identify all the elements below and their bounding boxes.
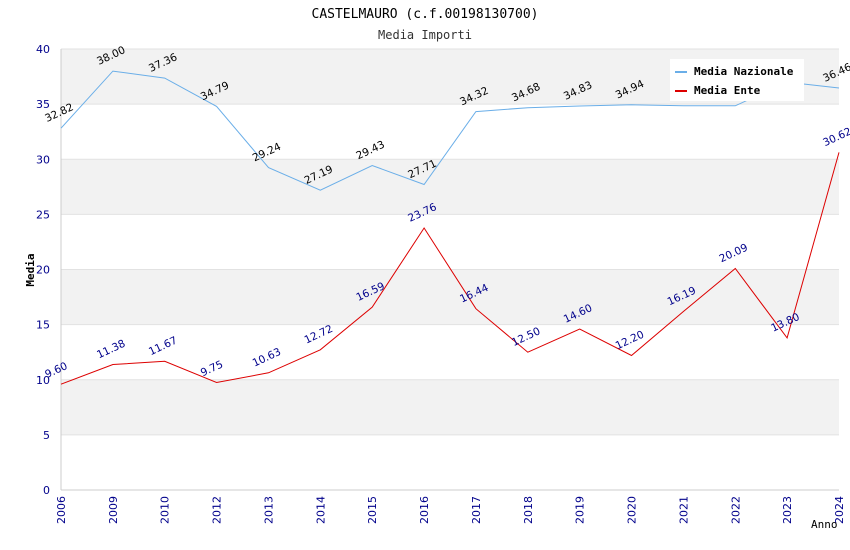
x-tick-label: 2022: [729, 496, 742, 524]
data-label: 10.63: [251, 346, 283, 370]
y-axis-label: Media: [24, 253, 37, 286]
data-label: 11.67: [147, 334, 179, 358]
grid-bands: [61, 49, 839, 435]
grid-band: [61, 269, 839, 325]
data-label: 12.20: [614, 329, 646, 353]
x-tick-label: 2010: [159, 496, 172, 524]
y-tick-label: 35: [36, 98, 50, 111]
x-tick-label: 2013: [262, 496, 275, 524]
data-label: 29.43: [354, 139, 386, 163]
legend: Media Nazionale Media Ente: [670, 59, 804, 101]
data-label: 30.62: [821, 126, 850, 150]
x-tick-label: 2020: [626, 496, 639, 524]
x-tick-label: 2018: [522, 496, 535, 524]
x-tick-label: 2024: [833, 496, 846, 524]
x-tick-label: 2023: [781, 496, 794, 524]
x-tick-label: 2017: [470, 496, 483, 524]
data-label: 20.09: [717, 242, 749, 266]
data-label: 11.38: [95, 338, 127, 362]
y-tick-label: 15: [36, 319, 50, 332]
legend-box: [670, 59, 804, 101]
y-tick-label: 25: [36, 208, 50, 221]
x-tick-label: 2014: [314, 496, 327, 524]
y-tick-label: 20: [36, 264, 50, 277]
chart-subtitle: Media Importi: [378, 28, 472, 42]
series-lines: [60, 70, 840, 385]
x-tick-labels: 2006 2009 2010 2012 2013 2014 2015 2016 2017 2018…: [55, 496, 846, 524]
data-label: 12.72: [303, 323, 335, 347]
x-tick-label: 2012: [211, 496, 224, 524]
x-axis-label: Anno: [811, 518, 838, 531]
grid-band: [61, 159, 839, 215]
y-tick-label: 10: [36, 374, 50, 387]
x-tick-label: 2009: [107, 496, 120, 524]
x-tick-label: 2019: [574, 496, 587, 524]
data-label: 9.75: [199, 358, 225, 379]
series-line-0: [60, 70, 840, 191]
y-tick-label: 30: [36, 153, 50, 166]
chart-title: CASTELMAURO (c.f.00198130700): [312, 7, 539, 22]
y-tick-labels: 0 5 10 15 20 25 30 35 40: [36, 43, 50, 497]
axes: [60, 49, 839, 491]
x-tick-label: 2006: [55, 496, 68, 524]
x-tick-label: 2016: [418, 496, 431, 524]
data-label: 12.50: [510, 325, 542, 349]
y-tick-label: 40: [36, 43, 50, 56]
x-tick-label: 2015: [366, 496, 379, 524]
grid-band: [61, 379, 839, 435]
series-line-1: [60, 152, 840, 385]
y-tick-label: 0: [43, 484, 50, 497]
legend-label-media-ente: Media Ente: [694, 84, 761, 97]
x-tick-label: 2021: [677, 496, 690, 524]
y-tick-label: 5: [43, 429, 50, 442]
data-label: 9.60: [43, 360, 69, 381]
legend-label-media-nazionale: Media Nazionale: [694, 65, 794, 78]
